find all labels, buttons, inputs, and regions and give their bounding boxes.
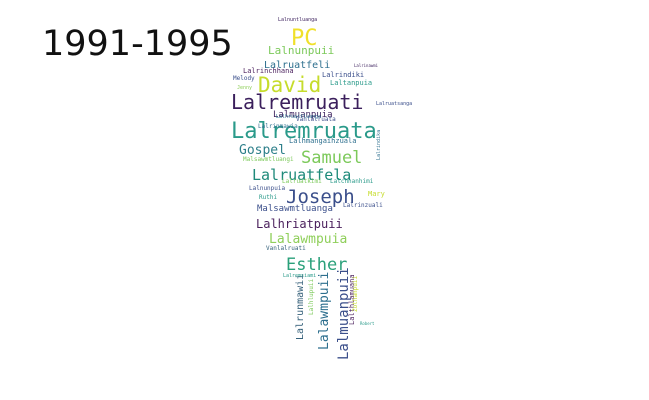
cloud-word: Lalremsiami bbox=[283, 273, 316, 279]
cloud-word: Robert bbox=[360, 321, 375, 326]
cloud-word: Lalmuanpuia bbox=[273, 110, 333, 120]
cloud-word: Joseph bbox=[286, 186, 355, 208]
cloud-word: Lalrindiki bbox=[322, 71, 364, 79]
cloud-word: Samuel bbox=[301, 148, 362, 168]
cloud-word: Ruthi bbox=[259, 194, 277, 201]
cloud-word: Mary bbox=[368, 190, 385, 198]
cloud-word: Lalrinzuali bbox=[343, 202, 383, 209]
cloud-word: Lalchhanhimi bbox=[330, 178, 374, 185]
cloud-word: Lalawmpuii bbox=[317, 272, 332, 350]
cloud-word: Lalruatfela bbox=[252, 166, 351, 184]
cloud-word: Vanlalruati bbox=[266, 245, 306, 252]
cloud-word: Lalrinawmi bbox=[354, 63, 379, 68]
cloud-word: Lalnunpuia bbox=[249, 185, 286, 192]
cloud-word: Gospel bbox=[239, 143, 286, 158]
cloud-word: David bbox=[258, 73, 321, 97]
cloud-word: Lalnunpuii bbox=[268, 44, 334, 57]
cloud-word: Lalhmangaihzuala bbox=[289, 137, 356, 145]
cloud-word: Melody bbox=[233, 75, 255, 82]
cloud-word: Lalruatfeli bbox=[264, 60, 330, 71]
cloud-word: Lalhruaitluanga bbox=[276, 114, 321, 120]
cloud-word: Lalruatkimi bbox=[282, 178, 322, 185]
cloud-word: Jenny bbox=[237, 85, 252, 91]
page-title: 1991-1995 bbox=[42, 24, 233, 64]
cloud-word: PC bbox=[291, 26, 318, 51]
cloud-word: Malsawmtluangi bbox=[243, 156, 294, 163]
cloud-word: Esther bbox=[286, 255, 347, 275]
cloud-word: Lalhriatpuii bbox=[256, 217, 343, 231]
cloud-word: Zothanpuii bbox=[352, 275, 359, 312]
cloud-word: Malsawmtluanga bbox=[257, 204, 333, 214]
cloud-word: Lalrunmawii bbox=[295, 274, 306, 340]
cloud-word: Lalrinchhana bbox=[243, 67, 294, 75]
cloud-word: Lalremruata bbox=[231, 119, 377, 144]
cloud-word: Lalrinmawia bbox=[258, 123, 298, 130]
cloud-word: Lalthlamuana bbox=[348, 274, 356, 325]
cloud-word: Lalnuntluanga bbox=[278, 17, 317, 23]
cloud-word: Lalruatsanga bbox=[376, 101, 412, 107]
cloud-word: Lalremruati bbox=[231, 90, 363, 114]
cloud-word: Vanlalruata bbox=[296, 116, 336, 123]
cloud-word: Lalmuanpuii bbox=[336, 267, 352, 360]
cloud-word: Lalrindika bbox=[376, 130, 382, 160]
cloud-word: Lalhlupuii bbox=[308, 278, 315, 315]
cloud-word: Lalawmpuia bbox=[269, 232, 347, 247]
cloud-word: Laltanpuia bbox=[330, 79, 372, 87]
